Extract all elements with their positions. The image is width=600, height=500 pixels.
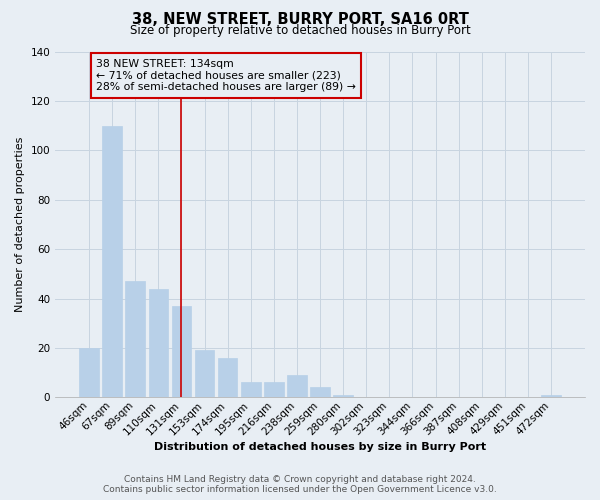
X-axis label: Distribution of detached houses by size in Burry Port: Distribution of detached houses by size … — [154, 442, 486, 452]
Bar — [310, 388, 330, 398]
Y-axis label: Number of detached properties: Number of detached properties — [15, 136, 25, 312]
Bar — [195, 350, 214, 398]
Bar — [79, 348, 99, 398]
Bar — [125, 281, 145, 398]
Text: Size of property relative to detached houses in Burry Port: Size of property relative to detached ho… — [130, 24, 470, 37]
Bar — [264, 382, 284, 398]
Bar — [241, 382, 260, 398]
Bar — [172, 306, 191, 398]
Bar — [287, 375, 307, 398]
Bar — [334, 395, 353, 398]
Bar — [218, 358, 238, 398]
Text: Contains HM Land Registry data © Crown copyright and database right 2024.
Contai: Contains HM Land Registry data © Crown c… — [103, 474, 497, 494]
Bar — [149, 288, 168, 398]
Text: 38 NEW STREET: 134sqm
← 71% of detached houses are smaller (223)
28% of semi-det: 38 NEW STREET: 134sqm ← 71% of detached … — [96, 59, 356, 92]
Bar — [541, 395, 561, 398]
Bar — [103, 126, 122, 398]
Text: 38, NEW STREET, BURRY PORT, SA16 0RT: 38, NEW STREET, BURRY PORT, SA16 0RT — [131, 12, 469, 28]
